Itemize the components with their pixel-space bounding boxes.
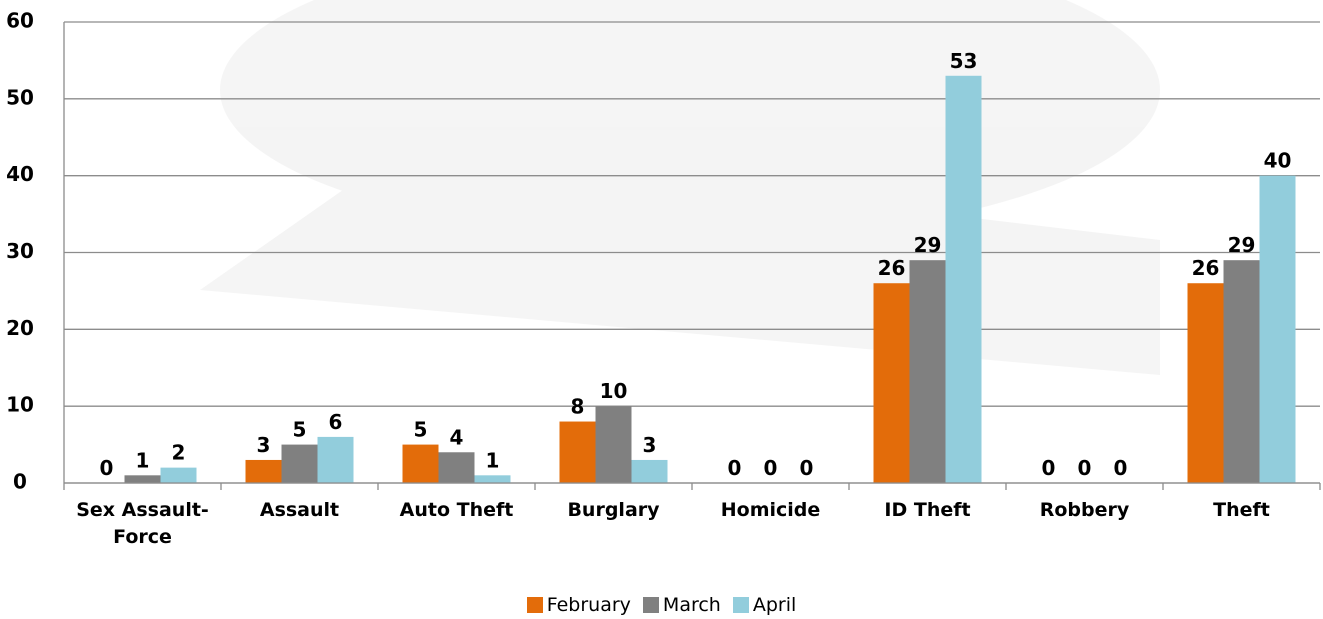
bar [946,76,982,483]
value-label: 8 [571,395,585,419]
value-label: 0 [1114,456,1128,480]
y-tick-label: 10 [6,393,34,417]
x-tick-label: ID Theft [853,497,1003,524]
value-label: 1 [136,448,150,472]
legend-swatch [643,597,659,613]
x-tick-label: Homicide [696,497,846,524]
bar [910,260,946,483]
x-tick-label: Burglary [539,497,689,524]
legend-item: March [643,594,721,616]
value-label: 3 [643,433,657,457]
bar [1224,260,1260,483]
y-tick-label: 50 [6,85,34,109]
bar [403,445,439,483]
value-label: 26 [1192,256,1220,280]
legend-swatch [733,597,749,613]
value-label: 0 [800,456,814,480]
legend-label: February [547,594,631,616]
value-label: 0 [1042,456,1056,480]
bar [246,460,282,483]
y-tick-label: 60 [6,9,34,33]
value-label: 40 [1264,149,1292,173]
x-tick-label: Robbery [1010,497,1160,524]
bar [560,422,596,483]
bar [439,452,475,483]
value-label: 2 [172,441,186,465]
value-label: 29 [1228,233,1256,257]
bar [282,445,318,483]
y-tick-label: 40 [6,162,34,186]
y-tick-label: 0 [13,470,27,494]
legend-label: April [753,594,796,616]
value-label: 0 [100,456,114,480]
legend: February March April [0,594,1323,618]
legend-item: February [527,594,631,616]
x-tick-label: Assault [225,497,375,524]
bar [874,283,910,483]
bar [318,437,354,483]
y-tick-label: 30 [6,239,34,263]
bar [596,406,632,483]
value-label: 53 [950,49,978,73]
bar [1260,176,1296,483]
legend-label: March [663,594,721,616]
bar [161,468,197,483]
x-tick-label: Auto Theft [382,497,532,524]
x-tick-label: Theft [1167,497,1317,524]
legend-swatch [527,597,543,613]
watermark [200,0,1160,375]
chart: 0102030405060012356541810300026295300026… [0,0,1323,619]
value-label: 5 [293,418,307,442]
value-label: 1 [486,448,500,472]
value-label: 0 [728,456,742,480]
value-label: 0 [1078,456,1092,480]
value-label: 10 [600,379,628,403]
value-label: 0 [764,456,778,480]
bar [632,460,668,483]
value-label: 29 [914,233,942,257]
value-label: 5 [414,418,428,442]
y-tick-label: 20 [6,316,34,340]
bar [125,475,161,483]
value-label: 6 [329,410,343,434]
value-label: 4 [450,425,464,449]
value-label: 26 [878,256,906,280]
value-label: 3 [257,433,271,457]
bar [475,475,511,483]
legend-item: April [733,594,796,616]
bar [1188,283,1224,483]
x-tick-label: Sex Assault-Force [68,497,218,551]
